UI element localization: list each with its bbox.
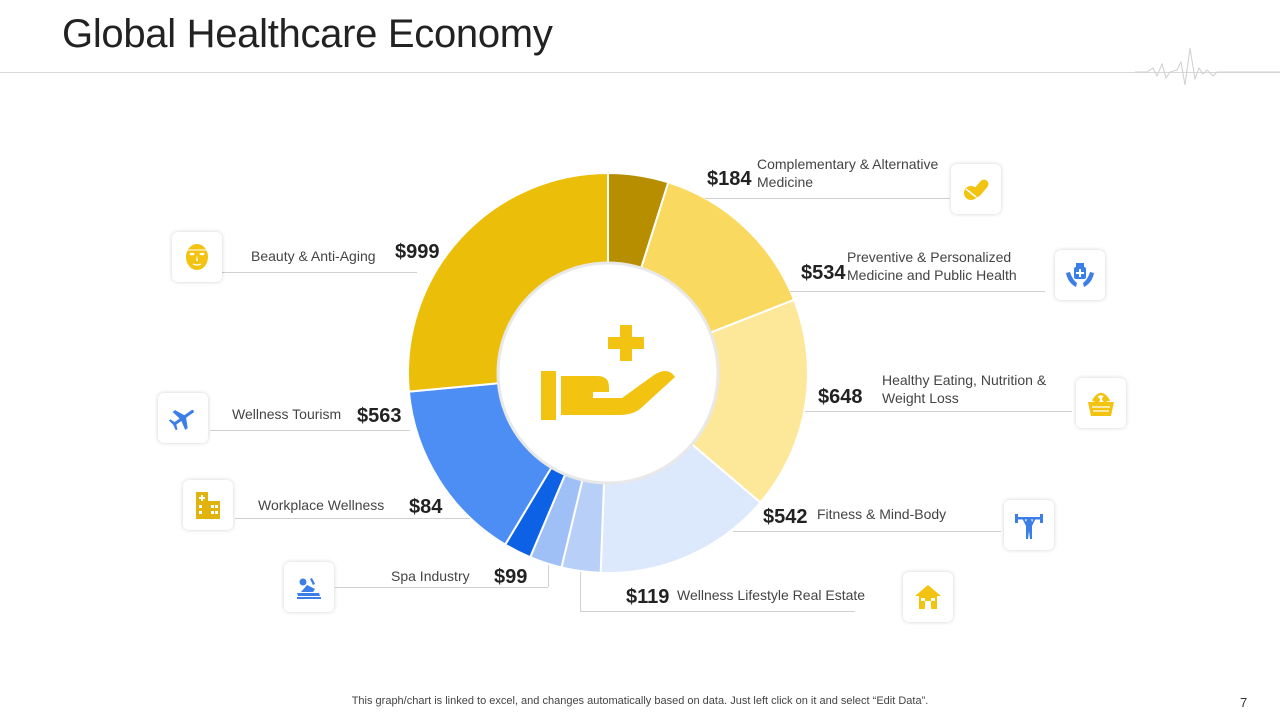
slice-value: $542 (763, 506, 808, 528)
slice-value: $119 (626, 586, 670, 608)
airplane-icon (158, 393, 208, 443)
slice-label: Workplace Wellness (258, 497, 385, 513)
page-number: 7 (1240, 695, 1248, 710)
heartbeat-line-icon (1135, 47, 1280, 86)
slice-label: Wellness Lifestyle Real Estate (677, 587, 866, 603)
leader-line (235, 518, 470, 519)
donut-slice[interactable] (407, 171, 609, 393)
slice-label: Preventive & Personalized Medicine and P… (847, 248, 1017, 284)
weightlifter-icon (1004, 500, 1054, 550)
slice-label: Healthy Eating, Nutrition & Weight Loss (882, 371, 1046, 407)
page-title: Global Healthcare Economy (62, 12, 553, 56)
footer-note: This graph/chart is linked to excel, and… (351, 695, 929, 707)
slice-label-line: Medicine and Public Health (847, 267, 1017, 283)
leader-line (222, 272, 417, 273)
slice-value: $648 (818, 386, 863, 408)
title-divider (0, 72, 1280, 73)
slice-value: $563 (357, 405, 402, 427)
slice-value: $999 (395, 241, 440, 263)
slice-label-line: Healthy Eating, Nutrition & (882, 372, 1047, 388)
leader-line (335, 587, 548, 588)
slice-label: Fitness & Mind-Body (817, 506, 947, 522)
leader-line (790, 291, 1045, 292)
slice-label: Complementary & Alternative Medicine (757, 155, 938, 191)
spa-massage-icon (284, 562, 334, 612)
food-basket-icon (1076, 378, 1126, 428)
medicine-hands-icon (1055, 250, 1105, 300)
slice-label-line: Weight Loss (882, 390, 959, 406)
leader-line (705, 198, 950, 199)
leader-line (805, 411, 1072, 412)
chart-slices (407, 171, 809, 574)
slice-value: $534 (801, 262, 846, 284)
pills-icon (951, 164, 1001, 214)
slice-label-line: Complementary & Alternative (757, 156, 939, 172)
slice-value: $99 (494, 566, 528, 588)
leader-line (210, 430, 410, 431)
leader-line (580, 572, 581, 611)
leader-line (580, 611, 855, 612)
office-building-icon (183, 480, 233, 530)
slice-label-line: Preventive & Personalized (847, 249, 1012, 265)
slice-value: $84 (409, 496, 443, 518)
house-icon (903, 572, 953, 622)
face-mask-icon (172, 232, 222, 282)
slice-label: Spa Industry (391, 568, 470, 584)
slice-label: Wellness Tourism (232, 406, 342, 422)
inner-ring (496, 261, 720, 485)
leader-line (733, 531, 1001, 532)
leader-line (548, 565, 549, 587)
health-care-hand-icon (541, 325, 675, 420)
slice-label-line: Medicine (757, 174, 814, 190)
slice-value: $184 (707, 168, 752, 190)
slice-label: Beauty & Anti-Aging (251, 248, 376, 264)
